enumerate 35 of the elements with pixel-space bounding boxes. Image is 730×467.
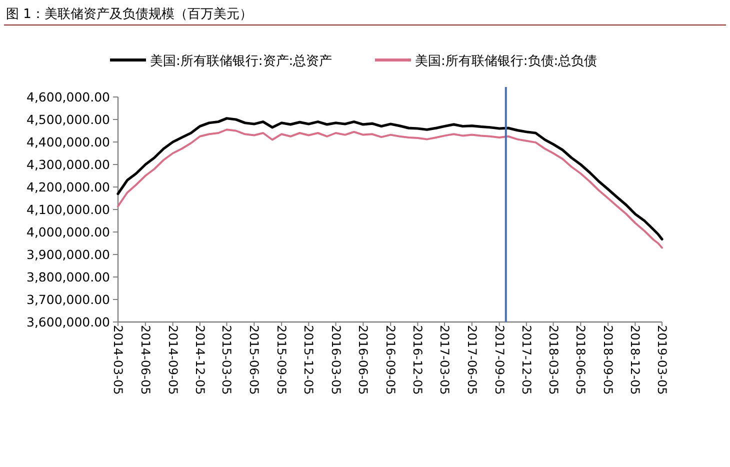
- x-tick-label: 2015-09-05: [274, 325, 289, 395]
- y-tick-label: 4,400,000.00: [26, 134, 110, 150]
- legend-label: 美国:所有联储银行:负债:总负债: [415, 53, 598, 69]
- title: 图 1：美联储资产及负债规模（百万美元）: [6, 7, 252, 22]
- y-tick-label: 4,600,000.00: [26, 90, 110, 104]
- x-tick-label: 2017-06-05: [464, 325, 479, 395]
- y-tick-label: 4,500,000.00: [26, 112, 110, 127]
- y-tick-label: 3,900,000.00: [26, 247, 110, 262]
- y-tick-label: 3,800,000.00: [26, 270, 110, 284]
- x-tick-label: 2017-03-05: [438, 325, 452, 395]
- x-tick-label: 2016-09-05: [384, 325, 398, 395]
- x-tick-label: 2016-12-05: [410, 325, 425, 395]
- x-tick-label: 2016-03-05: [328, 325, 343, 395]
- legend-label: 美国:所有联储银行:资产:总资产: [150, 53, 332, 69]
- y-tick-label: 4,300,000.00: [26, 157, 110, 172]
- x-tick-label: 2018-03-05: [546, 325, 560, 395]
- x-tick-label: 2014-09-05: [166, 325, 180, 395]
- y-tick-label: 4,000,000.00: [26, 224, 110, 240]
- x-tick-label: 2018-06-05: [574, 325, 588, 395]
- x-tick-label: 2018-09-05: [601, 325, 616, 395]
- x-tick-label: 2014-06-05: [138, 325, 152, 395]
- x-tick-label: 2018-12-05: [628, 325, 642, 395]
- y-tick-label: 4,200,000.00: [26, 180, 110, 194]
- y-tick-label: 3,600,000.00: [26, 314, 110, 330]
- y-tick-label: 4,100,000.00: [26, 202, 110, 217]
- x-tick-label: 2015-12-05: [302, 325, 316, 395]
- x-tick-label: 2014-12-05: [192, 325, 207, 395]
- x-tick-label: 2017-09-05: [492, 325, 506, 395]
- x-tick-label: 2019-03-05: [655, 325, 669, 395]
- x-tick-label: 2016-06-05: [356, 325, 370, 395]
- x-tick-label: 2017-12-05: [519, 325, 534, 395]
- x-tick-label: 2015-03-05: [220, 325, 234, 395]
- y-tick-label: 3,700,000.00: [26, 292, 110, 307]
- x-tick-label: 2015-06-05: [247, 325, 262, 395]
- x-tick-label: 2014-03-05: [111, 325, 125, 395]
